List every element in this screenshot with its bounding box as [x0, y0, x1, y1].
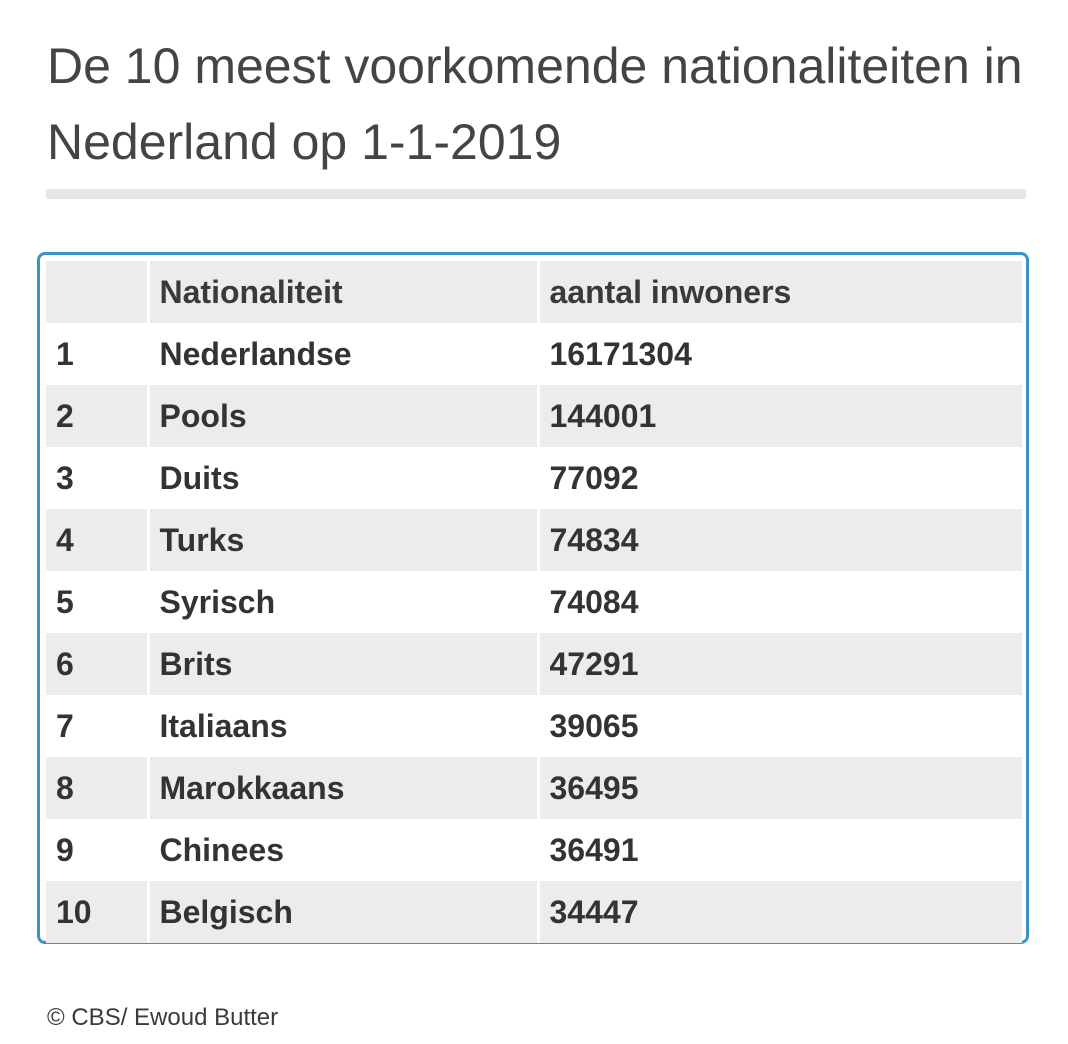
table-row: 8 Marokkaans 36495: [46, 757, 1022, 819]
count-cell: 16171304: [536, 323, 1022, 385]
count-cell: 36495: [536, 757, 1022, 819]
rank-cell: 9: [46, 819, 148, 881]
nationality-cell: Nederlandse: [146, 323, 538, 385]
count-cell: 144001: [536, 385, 1022, 447]
column-header-rank: [46, 261, 148, 323]
count-cell: 77092: [536, 447, 1022, 509]
count-cell: 39065: [536, 695, 1022, 757]
count-cell: 74834: [536, 509, 1022, 571]
table-header-row: Nationaliteit aantal inwoners: [46, 261, 1022, 323]
table-row: 7 Italiaans 39065: [46, 695, 1022, 757]
count-cell: 47291: [536, 633, 1022, 695]
rank-cell: 1: [46, 323, 148, 385]
nationality-cell: Chinees: [146, 819, 538, 881]
count-cell: 36491: [536, 819, 1022, 881]
nationality-cell: Pools: [146, 385, 538, 447]
rank-cell: 10: [46, 881, 148, 943]
table-row: 1 Nederlandse 16171304: [46, 323, 1022, 385]
rank-cell: 5: [46, 571, 148, 633]
table-row: 9 Chinees 36491: [46, 819, 1022, 881]
nationalities-table: Nationaliteit aantal inwoners 1 Nederland…: [46, 261, 1022, 943]
table-row: 4 Turks 74834: [46, 509, 1022, 571]
rank-cell: 8: [46, 757, 148, 819]
rank-cell: 7: [46, 695, 148, 757]
copyright-credit: © CBS/ Ewoud Butter: [47, 1004, 279, 1031]
rank-cell: 3: [46, 447, 148, 509]
table-row: 6 Brits 47291: [46, 633, 1022, 695]
table-row: 2 Pools 144001: [46, 385, 1022, 447]
table-row: 5 Syrisch 74084: [46, 571, 1022, 633]
nationality-cell: Belgisch: [146, 881, 538, 943]
rank-cell: 6: [46, 633, 148, 695]
table-row: 10 Belgisch 34447: [46, 881, 1022, 943]
rank-cell: 2: [46, 385, 148, 447]
count-cell: 74084: [536, 571, 1022, 633]
nationality-cell: Marokkaans: [146, 757, 538, 819]
title-divider: [46, 189, 1026, 199]
table-row: 3 Duits 77092: [46, 447, 1022, 509]
column-header-count: aantal inwoners: [536, 261, 1022, 323]
nationality-cell: Italiaans: [146, 695, 538, 757]
nationality-cell: Turks: [146, 509, 538, 571]
nationality-cell: Syrisch: [146, 571, 538, 633]
count-cell: 34447: [536, 881, 1022, 943]
rank-cell: 4: [46, 509, 148, 571]
nationality-cell: Duits: [146, 447, 538, 509]
nationality-cell: Brits: [146, 633, 538, 695]
column-header-nationality: Nationaliteit: [146, 261, 538, 323]
table-frame: Nationaliteit aantal inwoners 1 Nederland…: [37, 252, 1029, 944]
page-title: De 10 meest voorkomende nationaliteiten …: [47, 38, 1023, 170]
table-body: 1 Nederlandse 16171304 2 Pools 144001 3 Duits 77…: [46, 323, 1022, 943]
